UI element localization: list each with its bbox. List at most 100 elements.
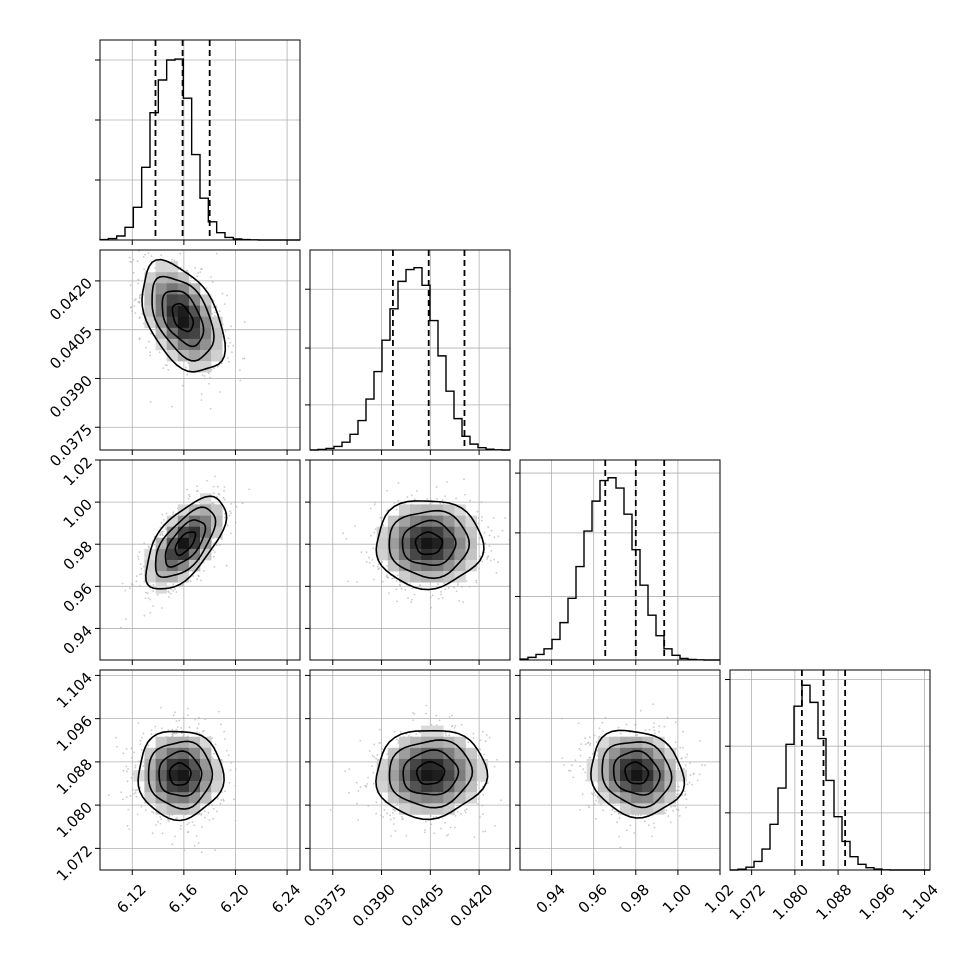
density-cell — [155, 294, 168, 306]
scatter-point — [430, 723, 433, 726]
density-cell — [200, 515, 212, 528]
scatter-point — [441, 499, 444, 501]
scatter-point — [455, 497, 457, 500]
scatter-point — [211, 804, 214, 807]
scatter-point — [392, 812, 394, 814]
density-cell — [144, 305, 156, 318]
scatter-point — [144, 809, 147, 812]
scatter-point — [461, 586, 463, 588]
scatter-point — [161, 532, 164, 535]
scatter-point — [373, 756, 376, 758]
histogram-1 — [310, 266, 510, 451]
scatter-point — [472, 737, 475, 740]
scatter-point — [171, 843, 174, 846]
density-cell — [188, 294, 201, 306]
scatter-point — [122, 752, 125, 755]
scatter-point — [124, 589, 127, 592]
scatter-point — [213, 311, 216, 314]
scatter-point — [175, 591, 178, 593]
scatter-point — [439, 502, 442, 505]
scatter-point — [167, 729, 170, 731]
hist-panel-1 — [305, 249, 511, 455]
scatter-point — [127, 808, 130, 811]
scatter-point — [484, 740, 487, 743]
scatter-point — [139, 743, 142, 745]
scatter-panel-2-0 — [95, 459, 301, 665]
scatter-point — [133, 305, 136, 307]
scatter-point — [500, 799, 502, 802]
scatter-point — [486, 558, 488, 560]
scatter-point — [488, 545, 491, 547]
scatter-point — [487, 526, 490, 529]
scatter-point — [143, 565, 145, 568]
scatter-point — [404, 589, 407, 591]
scatter-point — [149, 611, 152, 614]
scatter-point — [223, 303, 226, 305]
density-cell — [200, 504, 212, 516]
density-cell — [188, 338, 201, 351]
scatter-point — [150, 729, 153, 731]
density-cell — [454, 560, 466, 572]
scatter-point — [204, 816, 206, 819]
scatter-point — [234, 785, 237, 787]
scatter-point — [151, 832, 154, 835]
scatter-point — [511, 757, 513, 759]
scatter-point — [213, 315, 216, 317]
scatter-point — [144, 597, 147, 600]
scatter-point — [381, 516, 383, 519]
scatter-point — [194, 267, 197, 269]
scatter-point — [187, 497, 190, 500]
scatter-point — [125, 796, 128, 799]
density-cell — [200, 305, 212, 318]
scatter-point — [367, 776, 369, 779]
scatter-point — [465, 580, 468, 582]
scatter-point — [356, 802, 358, 805]
contour-4 — [137, 730, 225, 822]
scatter-point — [380, 814, 382, 817]
scatter-point — [176, 726, 179, 728]
density-cell — [410, 571, 422, 583]
scatter-point — [189, 580, 192, 583]
scatter-point — [431, 594, 434, 597]
scatter-point — [223, 489, 225, 492]
scatter-point — [127, 768, 129, 770]
density-cell — [200, 361, 212, 373]
scatter-point — [141, 736, 143, 739]
density-cell — [211, 338, 223, 351]
scatter-point — [463, 809, 466, 812]
density-cell — [155, 548, 168, 561]
density-cell — [432, 571, 444, 583]
scatter-point — [425, 712, 427, 715]
scatter-point — [132, 788, 134, 791]
scatter-panel-3-0 — [95, 669, 301, 875]
scatter-point — [212, 306, 215, 309]
scatter-point — [368, 556, 370, 559]
scatter-point — [410, 601, 413, 603]
scatter-point — [180, 732, 183, 735]
scatter-point — [217, 710, 220, 713]
scatter-point — [479, 739, 482, 742]
scatter-point — [188, 495, 191, 498]
scatter-point — [504, 517, 507, 519]
density-cell — [177, 327, 190, 340]
scatter-point — [453, 586, 455, 589]
scatter-point — [167, 818, 169, 821]
scatter-point — [230, 761, 233, 764]
scatter-point — [228, 514, 231, 517]
scatter-point — [430, 606, 432, 609]
contour-3 — [151, 275, 215, 362]
scatter-point — [348, 791, 350, 794]
scatter-point — [160, 818, 163, 821]
histogram-0 — [99, 58, 300, 241]
scatter-point — [154, 267, 156, 269]
scatter-point — [171, 405, 174, 408]
scatter-point — [166, 364, 168, 367]
scatter-point — [218, 493, 221, 496]
density-cell — [166, 316, 179, 329]
scatter-point — [368, 750, 371, 752]
scatter-point — [496, 758, 498, 761]
scatter-point — [209, 276, 212, 278]
scatter-point — [156, 593, 159, 596]
scatter-point — [220, 799, 223, 802]
scatter-point — [222, 798, 225, 801]
